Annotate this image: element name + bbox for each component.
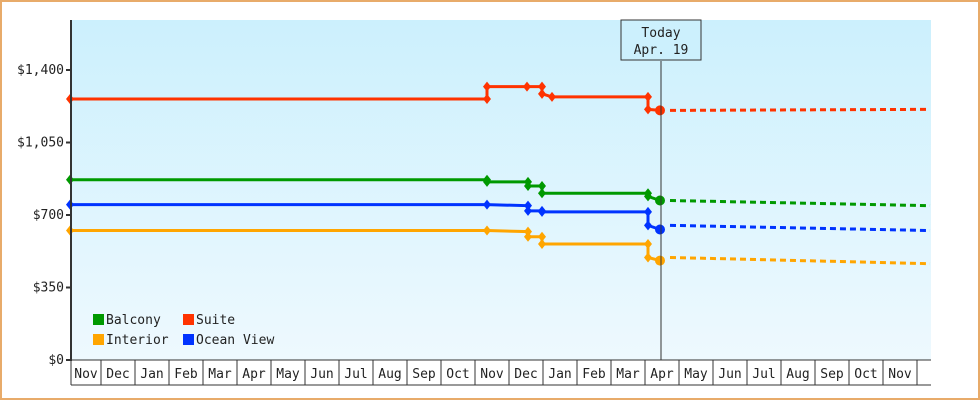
data-point-current[interactable] (655, 195, 665, 206)
x-tick-label: Feb (582, 367, 606, 382)
data-point[interactable] (644, 252, 652, 263)
data-point[interactable] (548, 91, 556, 102)
data-point[interactable] (644, 206, 652, 217)
x-tick-label: Nov (888, 367, 912, 382)
data-point[interactable] (524, 205, 532, 216)
projection-line (669, 199, 931, 208)
data-point[interactable] (538, 81, 546, 92)
legend-label: Interior (106, 333, 169, 348)
legend: Balcony Suite Interior Ocean View (93, 313, 274, 348)
data-point[interactable] (644, 220, 652, 231)
x-tick-label: Mar (208, 367, 232, 382)
legend-label: Ocean View (196, 333, 274, 348)
data-point[interactable] (524, 200, 532, 211)
y-tick-label: $0 (48, 353, 64, 368)
data-point[interactable] (483, 199, 491, 210)
plot-area (71, 20, 931, 360)
x-tick-label: Aug (786, 367, 809, 382)
data-point-current[interactable] (655, 105, 665, 116)
today-date: Apr. 19 (634, 43, 689, 58)
x-tick-label: Nov (74, 367, 98, 382)
series-layer (66, 81, 931, 266)
data-point[interactable] (483, 176, 491, 187)
data-point[interactable] (538, 88, 546, 99)
data-point[interactable] (538, 181, 546, 191)
data-point[interactable] (538, 206, 546, 217)
x-tick-label: Oct (854, 367, 877, 382)
x-tick-label: Nov (480, 367, 504, 382)
x-tick-label: Mar (616, 367, 640, 382)
legend-swatch (183, 314, 194, 325)
x-tick-label: May (276, 367, 300, 382)
data-point-current[interactable] (655, 255, 665, 266)
x-tick-label: Jun (718, 367, 741, 382)
x-tick-label: Apr (650, 367, 674, 382)
x-tick-label: Sep (820, 367, 844, 382)
x-tick-label: Oct (446, 367, 469, 382)
x-axis: Nov Dec Jan Feb Mar Apr May Jun Jul Aug Sep Oct Nov D… (70, 359, 931, 386)
x-tick-label: Jul (344, 367, 367, 382)
x-tick-label: Dec (106, 367, 129, 382)
projection-line (669, 255, 931, 266)
x-tick-label: Aug (378, 367, 401, 382)
x-tick-label: Jan (140, 367, 163, 382)
data-point[interactable] (524, 231, 532, 242)
data-point[interactable] (644, 91, 652, 102)
data-point[interactable] (524, 226, 532, 237)
data-point[interactable] (523, 81, 531, 92)
series-ocean-view (66, 199, 931, 235)
series-suite (66, 81, 931, 116)
x-tick-label: Jul (752, 367, 775, 382)
data-point[interactable] (644, 191, 652, 202)
data-point[interactable] (483, 81, 491, 92)
y-axis-ticks: $0 $350 $700 $1,050 $1,400 (17, 63, 71, 368)
y-tick-label: $700 (33, 208, 64, 223)
today-marker: Today Apr. 19 (620, 19, 702, 61)
legend-label: Balcony (106, 313, 161, 328)
x-tick-label: Jun (310, 367, 333, 382)
data-point[interactable] (483, 94, 491, 104)
x-tick-label: Jan (548, 367, 571, 382)
today-label: Today (641, 26, 680, 41)
y-tick-label: $1,050 (17, 136, 64, 151)
y-tick-label: $1,400 (17, 63, 64, 78)
data-point[interactable] (538, 231, 546, 242)
projection-line (669, 107, 931, 112)
x-tick-label: May (684, 367, 708, 382)
data-point[interactable] (538, 239, 546, 249)
legend-label: Suite (196, 313, 235, 328)
y-tick-label: $350 (33, 281, 64, 296)
x-tick-label: Apr (242, 367, 266, 382)
x-tick-label: Dec (514, 367, 537, 382)
data-point-current[interactable] (655, 224, 665, 235)
legend-swatch (93, 334, 104, 345)
x-tick-label: Sep (412, 367, 436, 382)
data-point[interactable] (644, 104, 652, 115)
data-point[interactable] (483, 225, 491, 236)
x-tick-label: Feb (174, 367, 198, 382)
legend-swatch (93, 314, 104, 325)
legend-swatch (183, 334, 194, 345)
projection-line (669, 223, 931, 233)
data-point[interactable] (538, 188, 546, 199)
data-point[interactable] (524, 181, 532, 191)
data-point[interactable] (644, 239, 652, 249)
